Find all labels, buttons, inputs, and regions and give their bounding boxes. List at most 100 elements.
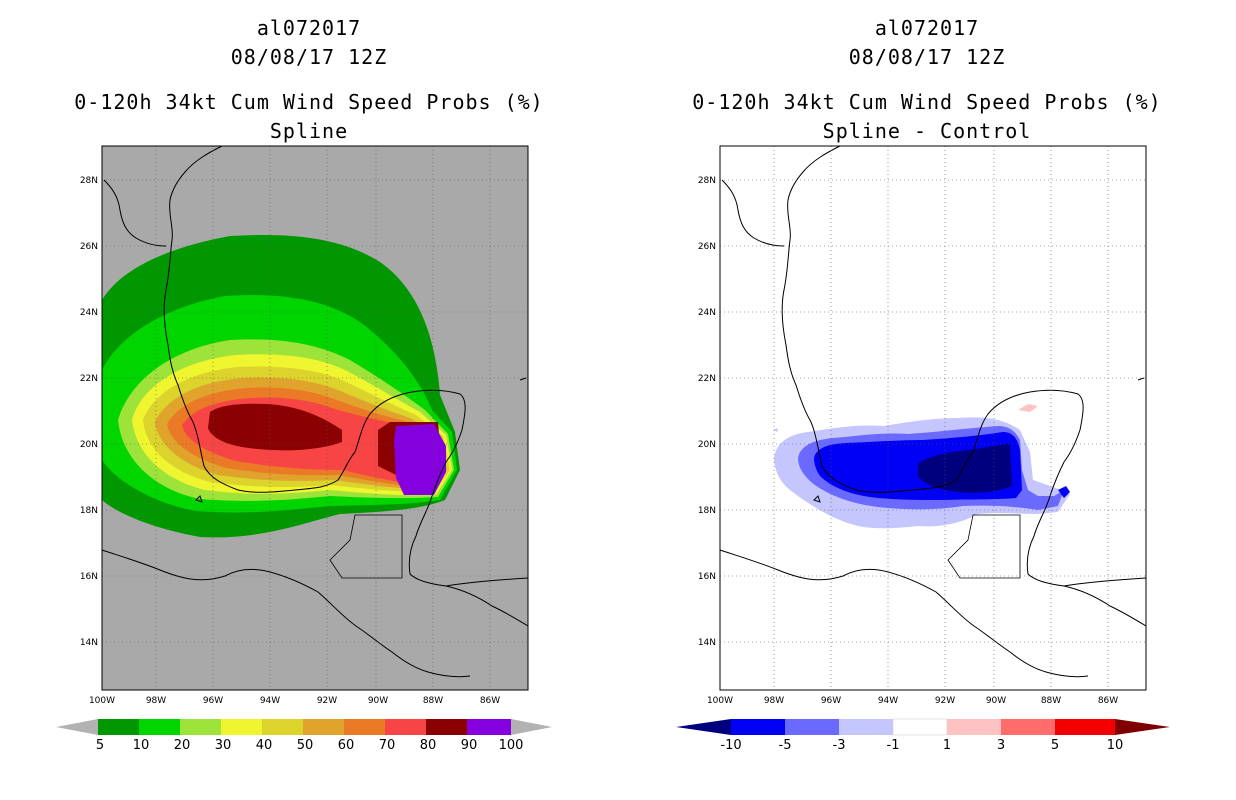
datetime-title: 08/08/17 12Z xyxy=(848,45,1006,69)
lon-label: 100W xyxy=(89,696,115,706)
right-panel: al072017 08/08/17 12Z 0-120h 34kt Cum Wi… xyxy=(618,0,1236,800)
lat-label: 14N xyxy=(80,638,98,648)
lat-label: 28N xyxy=(698,176,716,186)
texas-coast xyxy=(103,179,167,247)
colorbar-swatch xyxy=(262,719,303,735)
lat-label: 26N xyxy=(80,242,98,252)
longitude-labels: 100W 98W 96W 94W 92W 90W 88W 86W xyxy=(89,696,500,706)
lat-label: 18N xyxy=(80,506,98,516)
grid-lines xyxy=(720,146,1146,690)
colorbar-label: 100 xyxy=(499,738,524,753)
gulf-coastline xyxy=(781,145,1084,497)
lat-label: 28N xyxy=(80,176,98,186)
colorbar-swatch xyxy=(303,719,344,735)
colorbar-label: -1 xyxy=(887,738,900,753)
colorbar-label: 30 xyxy=(215,738,232,753)
colorbar-swatch xyxy=(1055,719,1115,735)
lat-label: 26N xyxy=(698,242,716,252)
colorbar-label: 1 xyxy=(943,738,951,753)
colorbar-label: 20 xyxy=(174,738,191,753)
latitude-labels: 28N 26N 24N 22N 20N 18N 16N 14N xyxy=(80,176,98,648)
left-map-svg: 28N 26N 24N 22N 20N 18N 16N 14N 100W 98W… xyxy=(56,145,552,753)
colorbar-label: 3 xyxy=(997,738,1005,753)
colorbar-swatch xyxy=(467,719,511,735)
colorbar-swatch xyxy=(839,719,893,735)
lon-label: 98W xyxy=(146,696,166,706)
colorbar-left-arrow xyxy=(676,719,731,735)
coastlines xyxy=(719,145,1147,678)
colorbar-label: 90 xyxy=(461,738,478,753)
grid-lines xyxy=(102,146,528,690)
central-america-coast xyxy=(719,549,1089,678)
colorbar-label: 50 xyxy=(297,738,314,753)
yucatan-east-coast xyxy=(1026,495,1147,627)
colorbar-label: -10 xyxy=(720,738,741,753)
lat-label: 14N xyxy=(698,638,716,648)
product-title: 0-120h 34kt Cum Wind Speed Probs (%) xyxy=(74,90,544,114)
subtitle: Spline xyxy=(269,119,349,143)
texas-coast xyxy=(721,179,785,247)
colorbar-swatch xyxy=(344,719,385,735)
contour-90 xyxy=(394,424,446,495)
product-title: 0-120h 34kt Cum Wind Speed Probs (%) xyxy=(692,90,1162,114)
diff-contour-minus-10 xyxy=(918,444,1012,493)
colorbar-label: 5 xyxy=(96,738,104,753)
longitude-labels: 100W 98W 96W 94W 92W 90W 88W 86W xyxy=(707,696,1118,706)
colorbar-right-arrow xyxy=(1115,719,1170,735)
storm-id-title: al072017 xyxy=(874,16,980,40)
lon-label: 88W xyxy=(423,696,443,706)
lat-label: 16N xyxy=(698,572,716,582)
gulf-coastline xyxy=(163,145,466,497)
map-frame xyxy=(101,145,529,691)
colorbar-right-arrow xyxy=(511,719,552,735)
lat-label: 18N xyxy=(698,506,716,516)
colorbar-swatch xyxy=(426,719,467,735)
subtitle: Spline - Control xyxy=(822,119,1032,143)
lat-label: 20N xyxy=(698,440,716,450)
lon-label: 94W xyxy=(878,696,898,706)
lon-label: 100W xyxy=(707,696,733,706)
colorbar-label: 40 xyxy=(256,738,273,753)
lat-label: 24N xyxy=(80,308,98,318)
datetime-title: 08/08/17 12Z xyxy=(230,45,388,69)
lat-label: 20N xyxy=(80,440,98,450)
lon-label: 92W xyxy=(317,696,337,706)
yucatan-east-coast xyxy=(408,495,529,627)
lon-label: 90W xyxy=(368,696,388,706)
colorbar-label: 10 xyxy=(133,738,150,753)
colorbar-label: -5 xyxy=(779,738,792,753)
map-background xyxy=(720,146,1146,690)
colorbar-label: 5 xyxy=(1051,738,1059,753)
mexico-guatemala-border xyxy=(947,514,1021,579)
lat-label: 24N xyxy=(698,308,716,318)
colorbar: 5 10 20 30 40 50 60 70 80 90 100 xyxy=(56,719,552,753)
lon-label: 88W xyxy=(1041,696,1061,706)
map-frame xyxy=(719,145,1147,691)
gulf-islands xyxy=(813,377,1145,503)
diff-small-minus-5 xyxy=(1058,486,1070,498)
colorbar: -10 -5 -3 -1 1 3 5 10 xyxy=(676,718,1170,753)
lat-label: 22N xyxy=(698,374,716,384)
colorbar-left-arrow xyxy=(56,719,98,735)
lon-label: 90W xyxy=(986,696,1006,706)
honduras-coast xyxy=(445,577,529,587)
colorbar-swatch xyxy=(785,719,839,735)
colorbar-label: 70 xyxy=(379,738,396,753)
right-map-svg: 28N 26N 24N 22N 20N 18N 16N 14N 100W 98W… xyxy=(676,145,1170,753)
colorbar-swatch xyxy=(385,719,426,735)
colorbar-label: -3 xyxy=(833,738,846,753)
coastlines xyxy=(101,145,529,678)
colorbar-swatch xyxy=(947,719,1001,735)
latitude-labels: 28N 26N 24N 22N 20N 18N 16N 14N xyxy=(698,176,716,648)
lat-label: 22N xyxy=(80,374,98,384)
probability-contours xyxy=(102,235,460,538)
colorbar-label: 80 xyxy=(420,738,437,753)
lat-label: 16N xyxy=(80,572,98,582)
storm-id-title: al072017 xyxy=(256,16,362,40)
lon-label: 96W xyxy=(203,696,223,706)
colorbar-swatch xyxy=(221,719,262,735)
lon-label: 86W xyxy=(1098,696,1118,706)
contour-80 xyxy=(208,403,442,490)
lon-label: 98W xyxy=(764,696,784,706)
lon-label: 96W xyxy=(821,696,841,706)
